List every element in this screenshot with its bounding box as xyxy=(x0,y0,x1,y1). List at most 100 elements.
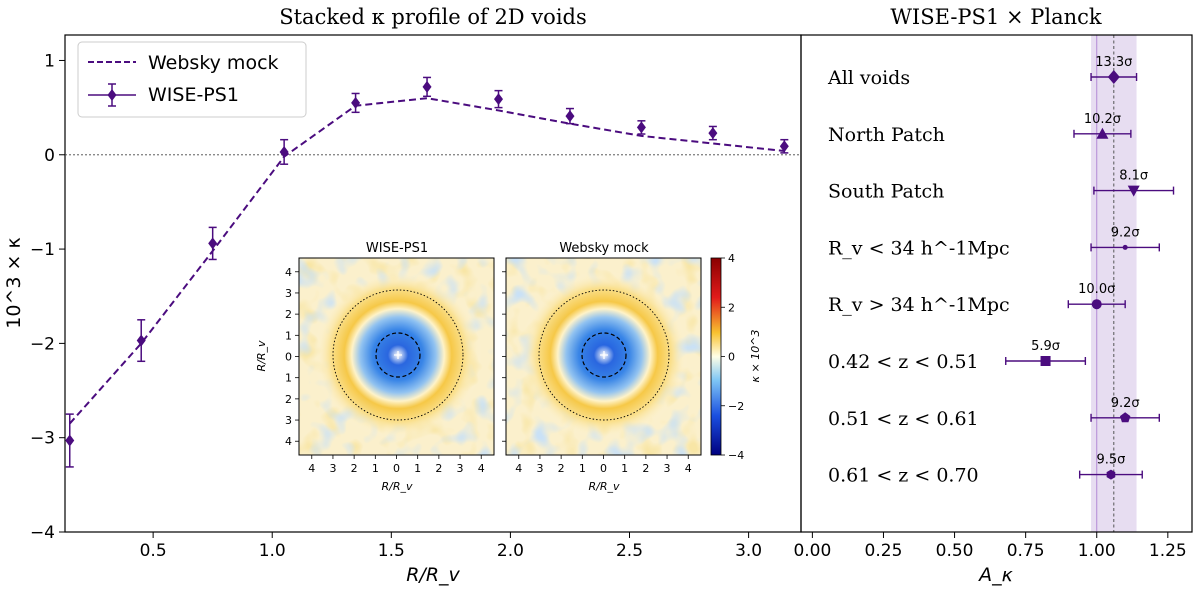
amplitude-row: North Patch 10.2σ xyxy=(828,112,1132,146)
amplitude-row: R_v > 34 h^-1Mpc 10.0σ xyxy=(828,282,1126,316)
amplitude-row: 0.51 < z < 0.61 9.2σ xyxy=(828,396,1160,430)
wise-point xyxy=(636,120,646,135)
inset-x-tick-label: 4 xyxy=(685,462,692,475)
y-tick-label: 1 xyxy=(44,51,55,71)
wise-marker xyxy=(136,334,146,347)
profile-panel: Stacked κ profile of 2D voids 0.5 1.0 1.5 2… xyxy=(3,5,802,586)
legend: Websky mock WISE-PS1 xyxy=(77,41,307,118)
colorbar-tick-label: −4 xyxy=(728,449,744,462)
inset-y-tick-label: 2 xyxy=(285,393,292,406)
x-tick-label: 0.5 xyxy=(140,541,167,561)
amp-significance: 10.0σ xyxy=(1078,282,1115,297)
amp-significance: 5.9σ xyxy=(1031,339,1060,354)
y-tick-label: −3 xyxy=(30,429,55,449)
inset-title-wise: WISE-PS1 xyxy=(366,241,428,256)
amp-row-label: 0.51 < z < 0.61 xyxy=(828,408,979,430)
websky-mock-line xyxy=(69,97,785,425)
amplitude-panel: WISE-PS1 × Planck 0.00 0.25 0.50 0.75 1.00 1.… xyxy=(793,5,1193,586)
profile-title: Stacked κ profile of 2D voids xyxy=(279,5,587,29)
amp-significance: 13.3σ xyxy=(1095,55,1132,70)
x-tick-label: 2.0 xyxy=(497,541,524,561)
amplitude-frame xyxy=(800,34,1193,533)
inset-x-tick-label: 4 xyxy=(478,462,485,475)
inset-map-wise xyxy=(298,257,495,456)
colorbar-tick-label: 4 xyxy=(728,252,735,265)
amp-marker-triangle-down xyxy=(1127,185,1140,197)
amp-significance: 9.5σ xyxy=(1096,453,1125,468)
amp-x-tick-label: 1.25 xyxy=(1149,541,1187,561)
y-tick-label: −1 xyxy=(30,240,55,260)
wise-point xyxy=(208,226,218,261)
wise-point xyxy=(565,107,575,125)
amp-marker-square xyxy=(1040,356,1051,366)
inset-x-label-wise: R/R_v xyxy=(381,480,412,493)
x-tick-label: 3.0 xyxy=(735,541,762,561)
inset-y-tick-label: 3 xyxy=(285,414,292,427)
profile-y-axis-label: 10^3 × κ xyxy=(3,237,25,328)
amplitude-row: All voids 13.3σ xyxy=(827,55,1138,89)
inset-x-tick-label: 2 xyxy=(351,462,358,475)
amp-row-label: South Patch xyxy=(828,181,944,203)
inset-x-tick-label: 3 xyxy=(536,462,543,475)
amp-x-tick-label: 0.25 xyxy=(865,541,903,561)
colorbar-label: κ × 10^3 xyxy=(749,330,762,383)
wise-point xyxy=(351,92,361,114)
colorbar-ticks: 4 2 0 −2 −4 xyxy=(721,252,744,462)
wise-point xyxy=(422,76,432,98)
colorbar-tick-label: −2 xyxy=(728,400,744,413)
amp-x-tick-label: 0.50 xyxy=(936,541,974,561)
inset-x-tick-label: 3 xyxy=(457,462,464,475)
inset-x-tick-label: 4 xyxy=(308,462,315,475)
amp-marker-dot xyxy=(1122,244,1128,250)
inset-x-tick-label: 2 xyxy=(642,462,649,475)
inset-map-websky xyxy=(505,257,702,456)
inset-x-tick-label: 0 xyxy=(393,462,400,475)
wise-marker xyxy=(351,96,361,109)
amp-marker-triangle-up xyxy=(1096,127,1109,139)
wise-point xyxy=(494,89,504,109)
amplitude-row: South Patch 8.1σ xyxy=(828,169,1175,203)
amp-marker-circle xyxy=(1091,299,1102,310)
wise-marker xyxy=(422,80,432,93)
amp-marker-pentagon xyxy=(1119,412,1131,423)
y-tick-label: −2 xyxy=(30,334,55,354)
inset-title-websky: Websky mock xyxy=(559,241,649,256)
profile-plot-area xyxy=(65,76,801,468)
amp-row-label: R_v < 34 h^-1Mpc xyxy=(828,237,1010,259)
amplitude-row: R_v < 34 h^-1Mpc 9.2σ xyxy=(828,225,1160,259)
wise-point xyxy=(708,125,718,141)
profile-x-axis-label: R/R_v xyxy=(406,564,460,586)
inset-x-label-websky: R/R_v xyxy=(588,480,619,493)
wise-marker xyxy=(565,110,575,123)
y-tick-label: 0 xyxy=(44,146,55,166)
amplitude-x-axis-label: A_κ xyxy=(977,564,1013,586)
amp-row-label: 0.61 < z < 0.70 xyxy=(828,465,979,487)
inset-y-tick-label: 1 xyxy=(285,372,292,385)
inset-x-tick-label: 2 xyxy=(435,462,442,475)
wise-marker xyxy=(636,121,646,134)
wise-marker xyxy=(65,434,75,447)
inset-y-label: R/R_v xyxy=(255,340,268,371)
colorbar-tick-label: 2 xyxy=(728,301,735,314)
inset-y-tick-label: 0 xyxy=(285,351,292,364)
wise-marker xyxy=(279,145,289,158)
colorbar-tick-label: 0 xyxy=(728,351,735,364)
x-tick-label: 2.5 xyxy=(616,541,643,561)
inset-y-tick-label: 4 xyxy=(285,435,292,448)
inset-x-tick-label: 1 xyxy=(579,462,586,475)
amplitude-row: 0.61 < z < 0.70 9.5σ xyxy=(828,453,1143,487)
y-tick-label: −4 xyxy=(30,523,55,543)
amplitude-row: 0.42 < z < 0.51 5.9σ xyxy=(828,339,1087,373)
inset: WISE-PS1 Websky mock 4 3 2 1 0 1 2 3 4 4 3 2 1 0 1 2 3 44… xyxy=(255,241,762,493)
x-tick-label: 1.5 xyxy=(378,541,405,561)
inset-y-tick-label: 2 xyxy=(285,308,292,321)
wise-marker xyxy=(708,127,718,140)
inset-y-tick-label: 4 xyxy=(285,266,292,279)
legend-wise-marker xyxy=(88,83,136,107)
inset-y-tick-label: 3 xyxy=(285,287,292,300)
inset-x-tick-label: 1 xyxy=(414,462,421,475)
amp-row-label: R_v > 34 h^-1Mpc xyxy=(828,294,1010,316)
amp-x-tick-label: 0.75 xyxy=(1007,541,1045,561)
inset-x-tick-label: 0 xyxy=(600,462,607,475)
